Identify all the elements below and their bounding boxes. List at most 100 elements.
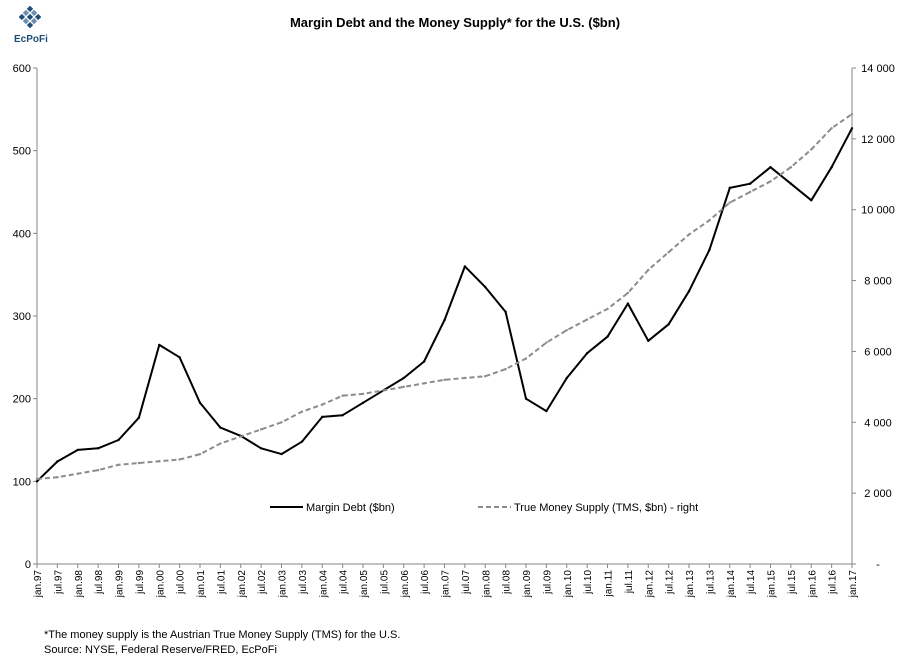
margin-debt-point	[300, 440, 304, 443]
x-axis-tick-label: jul.06	[420, 570, 431, 595]
money-supply-point	[687, 233, 691, 236]
x-axis-tick-label: jan.05	[359, 570, 370, 599]
left-axis-tick-label: 600	[13, 63, 31, 75]
margin-debt-point	[748, 182, 752, 185]
margin-debt-point	[259, 447, 263, 450]
x-axis-tick-label: jan.16	[807, 570, 818, 599]
right-axis-tick-label: 2 000	[864, 488, 892, 500]
margin-debt-point	[606, 335, 609, 338]
money-supply-point	[524, 357, 528, 360]
money-supply-point	[219, 442, 222, 445]
x-axis-tick-label: jul.11	[624, 570, 635, 595]
margin-debt-point	[708, 248, 711, 252]
x-axis-tick-label: jan.04	[318, 570, 329, 599]
margin-debt-point	[361, 401, 365, 404]
money-supply-point	[484, 375, 487, 378]
right-axis-tick-label: 4 000	[864, 417, 892, 429]
x-axis-tick-label: jul.97	[53, 570, 64, 595]
left-axis-tick-label: 200	[13, 394, 31, 406]
right-axis-tick-label: 8 000	[864, 276, 892, 288]
money-supply-point	[830, 127, 833, 130]
money-supply-point	[76, 472, 79, 475]
money-supply-point	[158, 460, 161, 463]
margin-debt-point	[484, 285, 487, 289]
footnotes: *The money supply is the Austrian True M…	[44, 628, 400, 658]
money-supply-point	[422, 382, 426, 385]
money-supply-point	[708, 219, 711, 222]
legend-label: Margin Debt ($bn)	[306, 502, 395, 514]
margin-debt-line	[36, 127, 853, 483]
money-supply-point	[56, 476, 59, 479]
logo-icon	[18, 5, 42, 29]
margin-debt-point	[728, 186, 731, 190]
x-axis-tick-label: jan.17	[848, 570, 859, 599]
x-axis-tick-label: jan.00	[155, 570, 166, 599]
money-supply-point	[667, 251, 670, 254]
x-axis-tick-label: jul.14	[746, 570, 757, 595]
left-axis-tick-label: 500	[13, 146, 31, 158]
x-axis-tick-label: jul.99	[135, 570, 146, 595]
money-supply-point	[382, 389, 385, 392]
money-supply-point	[280, 421, 283, 424]
x-axis-tick-label: jul.07	[461, 570, 472, 595]
money-supply-point	[748, 190, 752, 194]
x-axis-tick-label: jul.10	[583, 570, 594, 595]
x-axis-tick-label: jan.08	[481, 570, 492, 599]
right-axis-ticks: - 2 000 4 000 6 000 8 000 10 000 12 000 14 000	[852, 63, 895, 571]
left-axis-tick-label: 0	[25, 559, 31, 571]
footnote-note: *The money supply is the Austrian True M…	[44, 629, 401, 641]
axes	[36, 68, 853, 565]
margin-debt-point	[198, 401, 202, 404]
right-axis-tick-label: 6 000	[864, 346, 892, 358]
margin-debt-point	[830, 166, 833, 169]
money-supply-line	[36, 113, 853, 480]
margin-debt-point	[35, 480, 39, 483]
x-axis-tick-label: jan.14	[726, 570, 737, 599]
x-axis-tick-label: jan.09	[522, 570, 533, 599]
margin-debt-point	[769, 166, 772, 169]
margin-debt-point	[626, 302, 630, 305]
x-axis-tick-label: jan.02	[237, 570, 248, 599]
left-axis-ticks: 0 100 200 300 400 500 600	[13, 63, 37, 571]
margin-debt-point	[545, 409, 548, 413]
chart-title: Margin Debt and the Money Supply* for th…	[290, 15, 620, 30]
margin-debt-point	[504, 310, 507, 314]
margin-debt-point	[667, 323, 670, 326]
x-axis-tick-label: jul.00	[176, 570, 187, 595]
x-axis-tick-label: jan.11	[604, 570, 615, 598]
x-axis-tick-label: jan.03	[278, 570, 289, 599]
x-axis-tick-label: jan.07	[441, 570, 452, 599]
money-supply-point	[789, 166, 793, 169]
margin-debt-point	[850, 127, 854, 130]
x-axis-ticks: jan.97 jul.97 jan.98 jul.98 jan.99 jul.99 jan.…	[33, 564, 859, 598]
x-axis-tick-label: jul.05	[379, 570, 390, 595]
money-supply-point	[626, 291, 630, 295]
x-axis-tick-label: jul.13	[705, 570, 716, 595]
money-supply-point	[198, 452, 202, 456]
money-supply-point	[35, 477, 39, 481]
money-supply-point	[585, 318, 589, 321]
money-supply-point	[606, 307, 609, 311]
margin-debt-point	[341, 414, 344, 417]
right-axis-tick-label: 10 000	[861, 205, 895, 217]
margin-debt-point	[687, 290, 691, 293]
money-supply-point	[504, 367, 507, 371]
x-axis-tick-label: jan.12	[644, 570, 655, 599]
legend: Margin Debt ($bn) True Money Supply (TMS,…	[270, 502, 698, 514]
money-supply-point	[96, 468, 100, 472]
x-axis-tick-label: jan.99	[115, 570, 126, 599]
margin-debt-point	[789, 182, 793, 185]
money-supply-point	[647, 268, 650, 272]
left-axis-tick-label: 300	[13, 311, 31, 323]
money-supply-point	[178, 458, 181, 461]
margin-debt-point	[56, 460, 59, 463]
money-supply-point	[259, 428, 263, 431]
margin-debt-point	[443, 318, 446, 322]
money-supply-point	[850, 112, 854, 116]
x-axis-tick-label: jan.06	[400, 570, 411, 599]
margin-debt-point	[137, 416, 141, 419]
money-supply-point	[728, 201, 731, 204]
margin-debt-point	[96, 447, 100, 450]
series-layer	[36, 113, 853, 483]
money-supply-point	[361, 392, 365, 396]
